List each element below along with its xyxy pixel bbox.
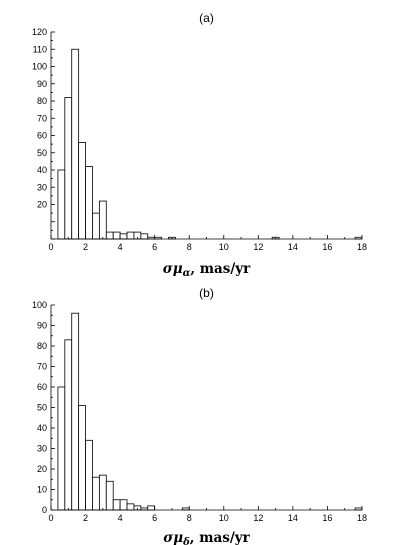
x-tick-label: 6	[152, 242, 157, 252]
x-tick-label: 16	[322, 242, 332, 252]
x-axis-label-symbol: σμ	[163, 530, 183, 545]
x-tick-label: 4	[118, 242, 123, 252]
x-axis-label: σμα, mas/yr	[163, 261, 251, 279]
histogram-bar	[98, 200, 107, 240]
histogram-bar	[85, 166, 93, 240]
x-tick-label: 18	[357, 513, 367, 523]
histogram-bar	[78, 405, 86, 511]
histogram-bar	[57, 386, 66, 511]
histogram-bar	[126, 503, 135, 511]
y-tick-label: 90	[37, 321, 47, 331]
histogram-panel-b: (b) 0 2 4 6 8 10 12 14 16 18 0 10 20 30 40 50 60 70 80 90 100…	[32, 286, 367, 545]
y-tick-label: 80	[37, 96, 47, 106]
histogram-bar	[85, 439, 93, 511]
x-tick-label: 14	[288, 242, 298, 252]
y-tick-label: 100	[32, 62, 47, 72]
y-tick-label: 40	[37, 165, 47, 175]
x-tick-label: 6	[152, 513, 157, 523]
histogram-bar	[78, 141, 86, 240]
histogram-bar	[92, 476, 100, 511]
histogram-bar	[105, 480, 114, 511]
x-axis-label-subscript: δ	[182, 537, 190, 545]
x-tick-label: 16	[322, 513, 332, 523]
y-tick-label: 20	[37, 200, 47, 210]
y-tick-label: 90	[37, 79, 47, 89]
y-tick-label: 10	[37, 485, 47, 495]
y-tick-label: 0	[42, 505, 47, 515]
y-tick-label: 70	[37, 113, 47, 123]
histogram-bar	[112, 231, 121, 240]
histogram-bar	[126, 231, 135, 240]
y-tick-label: 50	[37, 148, 47, 158]
histogram-bar	[147, 505, 156, 511]
panel-label: (b)	[199, 286, 214, 300]
histogram-bar	[71, 48, 80, 240]
histogram-bar	[57, 169, 66, 240]
x-tick-label: 0	[48, 242, 53, 252]
x-axis-label-subscript: α	[183, 268, 191, 279]
x-tick-label: 18	[357, 242, 367, 252]
y-tick-label: 60	[37, 131, 47, 141]
x-tick-label: 14	[288, 513, 298, 523]
y-tick-label: 50	[37, 403, 47, 413]
x-tick-label: 12	[253, 242, 263, 252]
y-tick-label: 120	[32, 27, 47, 37]
x-tick-label: 10	[219, 513, 229, 523]
y-tick-label: 110	[33, 44, 47, 54]
histogram-bar	[71, 312, 80, 511]
y-tick-label: 70	[37, 362, 47, 372]
histogram-bar	[112, 499, 121, 511]
panel-label: (a)	[199, 11, 214, 25]
histogram-bar	[64, 339, 73, 511]
y-tick-label: 30	[37, 182, 47, 192]
x-tick-label: 10	[219, 242, 229, 252]
histogram-bar	[64, 97, 73, 240]
x-tick-label: 8	[187, 242, 192, 252]
histogram-bar	[98, 474, 107, 511]
y-tick-label: 40	[37, 423, 47, 433]
x-tick-label: 8	[187, 513, 192, 523]
x-tick-label: 2	[83, 513, 88, 523]
y-tick-label: 60	[37, 382, 47, 392]
y-tick-label: 80	[37, 341, 47, 351]
x-axis-label-unit: , mas/yr	[190, 530, 251, 545]
x-tick-label: 12	[253, 513, 263, 523]
x-tick-label: 0	[48, 513, 53, 523]
histogram-bar	[92, 212, 100, 240]
histogram-bar	[119, 499, 128, 511]
y-tick-label: 100	[32, 300, 47, 310]
x-axis-label-symbol: σμ	[163, 261, 183, 277]
x-axis-label-unit: , mas/yr	[190, 261, 251, 277]
y-tick-label: 20	[37, 464, 47, 474]
histogram-bar	[119, 233, 128, 240]
x-tick-label: 4	[118, 513, 123, 523]
x-axis-label: σμδ, mas/yr	[163, 530, 250, 545]
histogram-panel-a: (a) 0 2 4 6 8 10 12 14 16 18 20 30 40 50 60 70 80 90 100 110…	[32, 11, 367, 279]
histogram-bar	[105, 231, 114, 240]
y-tick-label: 30	[37, 444, 47, 454]
x-tick-label: 2	[83, 242, 88, 252]
histogram-bar	[140, 233, 149, 240]
